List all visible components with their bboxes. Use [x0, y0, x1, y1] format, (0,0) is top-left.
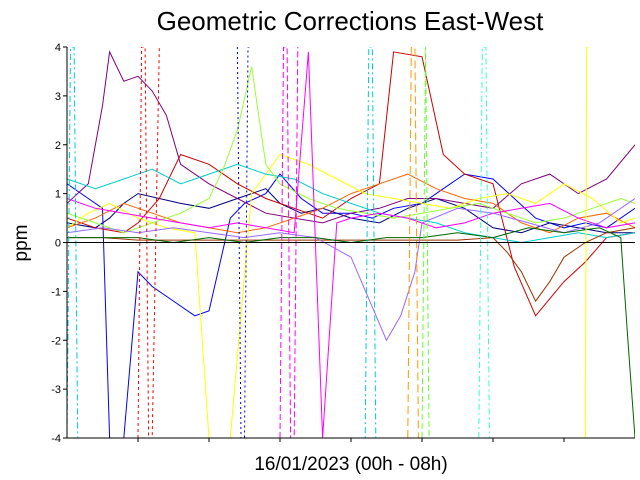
chart-title: Geometric Corrections East-West: [157, 6, 545, 36]
y-axis-label: ppm: [11, 225, 32, 262]
series-line-20: [421, 47, 430, 438]
y-tick-label: 4: [55, 42, 61, 54]
y-tick-label: 0: [55, 238, 61, 250]
y-tick-label: -1: [51, 286, 61, 298]
x-axis-label: 16/01/2023 (00h - 08h): [254, 454, 447, 475]
series-line-1: [67, 173, 635, 438]
series-line-4: [67, 51, 635, 317]
series-line-18: [584, 47, 589, 438]
y-tick-label: 2: [55, 140, 61, 152]
series-line-12: [67, 227, 635, 438]
y-tick-label: 3: [55, 91, 61, 103]
series-line-2: [67, 188, 635, 234]
y-tick-label: 1: [55, 189, 61, 201]
series-line-10: [67, 227, 635, 303]
series-line-11: [67, 198, 635, 342]
series-line-17: [236, 47, 252, 438]
series-line-6: [67, 153, 635, 438]
plot-area: 4 3 2 1 0 -1 -2 -3 -4: [51, 42, 635, 445]
y-tick-label: -4: [51, 433, 61, 445]
y-tick-label: -3: [51, 384, 61, 396]
series-line-8: [67, 66, 635, 234]
series-line-7: [67, 163, 635, 244]
y-tick-label: -2: [51, 335, 61, 347]
series-line-9: [67, 51, 635, 438]
